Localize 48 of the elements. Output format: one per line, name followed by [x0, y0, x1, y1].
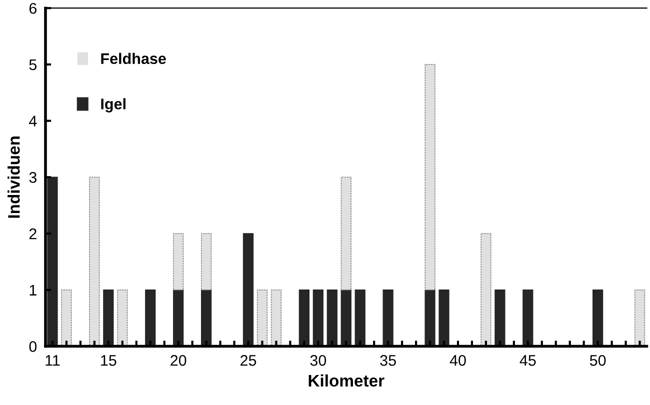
y-tick-label: 3: [29, 172, 36, 183]
x-tick-label: 45: [520, 355, 536, 366]
x-tick-label: 25: [240, 355, 256, 366]
bar: [326, 289, 338, 346]
legend-label: Igel: [101, 98, 126, 112]
bar: [592, 289, 604, 346]
y-tick-label: 4: [29, 116, 37, 126]
bar: [200, 233, 212, 290]
bar: [382, 289, 394, 346]
y-axis-title: Individuen: [8, 136, 20, 218]
bar: [270, 289, 282, 346]
bar: [522, 289, 534, 346]
y-tick-label: 2: [29, 228, 36, 240]
bar: [634, 289, 646, 346]
x-tick-label: 35: [380, 355, 396, 366]
bar: [242, 233, 254, 346]
bar: [424, 289, 436, 346]
bar: [340, 289, 352, 346]
x-tick-label: 15: [101, 355, 116, 366]
bar: [312, 289, 324, 346]
x-tick-label: 11: [46, 355, 60, 366]
bar: [61, 289, 72, 346]
x-tick-label: 40: [450, 355, 466, 366]
bar: [340, 176, 352, 290]
bar: [494, 289, 506, 346]
bar: [480, 233, 492, 346]
bar: [200, 289, 212, 346]
bar: [89, 176, 100, 346]
x-tick-label: 20: [170, 355, 186, 366]
y-tick-label: 6: [29, 2, 36, 14]
bar: [424, 64, 436, 290]
x-tick-label: 50: [590, 355, 606, 366]
y-tick-label: 1: [30, 284, 36, 296]
y-tick-label: 0: [29, 341, 37, 352]
bar: [298, 289, 310, 346]
bar: [103, 289, 114, 346]
bar: [173, 233, 184, 290]
x-tick-label: 30: [310, 355, 326, 366]
bar: [438, 289, 450, 346]
y-tick-label: 5: [29, 59, 37, 70]
x-axis-title: Kilometer: [308, 374, 384, 387]
bar: [117, 289, 128, 346]
bar: [145, 289, 156, 346]
bar: [47, 176, 58, 346]
bar: [256, 289, 268, 346]
bar: [354, 289, 366, 346]
legend-label: Feldhase: [101, 52, 166, 64]
bar: [173, 289, 184, 346]
